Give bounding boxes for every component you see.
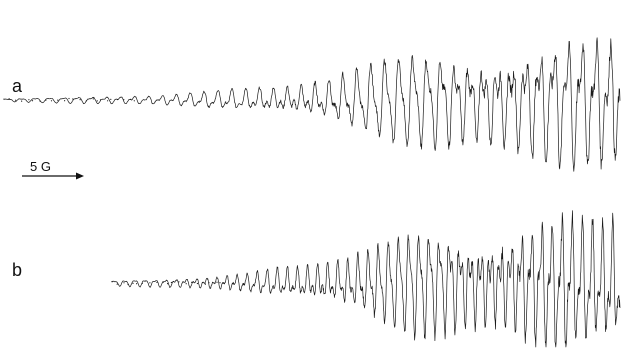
baseline-dot: [99, 99, 102, 101]
baseline-dot: [141, 282, 143, 284]
baseline-dot: [72, 98, 74, 100]
baseline-dot: [130, 98, 132, 100]
baseline-dot: [156, 281, 158, 283]
scale-bar-arrowhead: [76, 172, 84, 180]
baseline-dot: [123, 99, 125, 101]
spectrum-line-b: [111, 210, 621, 348]
baseline-dot: [208, 282, 210, 284]
baseline-dot: [116, 283, 118, 285]
baseline-dot: [31, 100, 34, 102]
baseline-dot: [111, 281, 113, 283]
baseline-dot: [64, 100, 66, 102]
baseline-dot: [57, 99, 59, 101]
baseline-dot: [191, 281, 193, 283]
baseline-dot: [178, 281, 180, 283]
baseline-dot: [162, 281, 164, 283]
baseline-dot: [50, 100, 53, 102]
baseline-dot: [8, 98, 10, 100]
spectrum-line-a: [3, 37, 621, 172]
baseline-dot: [15, 99, 17, 101]
panel-label-a: a: [12, 76, 23, 96]
baseline-dots-a: [3, 97, 135, 102]
field-scale-bar: 5 G: [22, 159, 84, 180]
baseline-dot: [28, 99, 30, 101]
baseline-dot: [45, 99, 47, 101]
baseline-dot: [136, 283, 138, 285]
baseline-dot: [68, 97, 70, 100]
baseline-dot: [185, 283, 187, 285]
baseline-dot: [127, 283, 129, 286]
baseline-dot: [133, 100, 135, 102]
baseline-dot: [132, 282, 134, 284]
baseline-dot: [39, 100, 41, 102]
baseline-dot: [79, 99, 81, 101]
baseline-dot: [219, 282, 221, 284]
baseline-dot: [167, 283, 169, 285]
baseline-dot: [110, 98, 112, 100]
baseline-dot: [96, 100, 98, 102]
spectrum-trace-a: [3, 37, 621, 172]
baseline-dot: [216, 281, 218, 283]
baseline-dot: [123, 282, 125, 284]
baseline-dot: [3, 98, 5, 100]
baseline-dot: [85, 100, 87, 102]
baseline-dot: [21, 100, 23, 102]
baseline-dot: [117, 98, 119, 101]
panel-label-b: b: [12, 260, 22, 280]
baseline-dot: [204, 283, 206, 285]
baseline-dot: [92, 98, 94, 100]
baseline-dot: [149, 282, 151, 284]
baseline-dot: [170, 281, 172, 284]
spectrum-trace-b: [111, 210, 621, 348]
baseline-dot: [196, 282, 198, 285]
scale-bar-label: 5 G: [30, 159, 51, 174]
baseline-dots-b: [111, 281, 221, 286]
baseline-dot: [107, 100, 109, 102]
